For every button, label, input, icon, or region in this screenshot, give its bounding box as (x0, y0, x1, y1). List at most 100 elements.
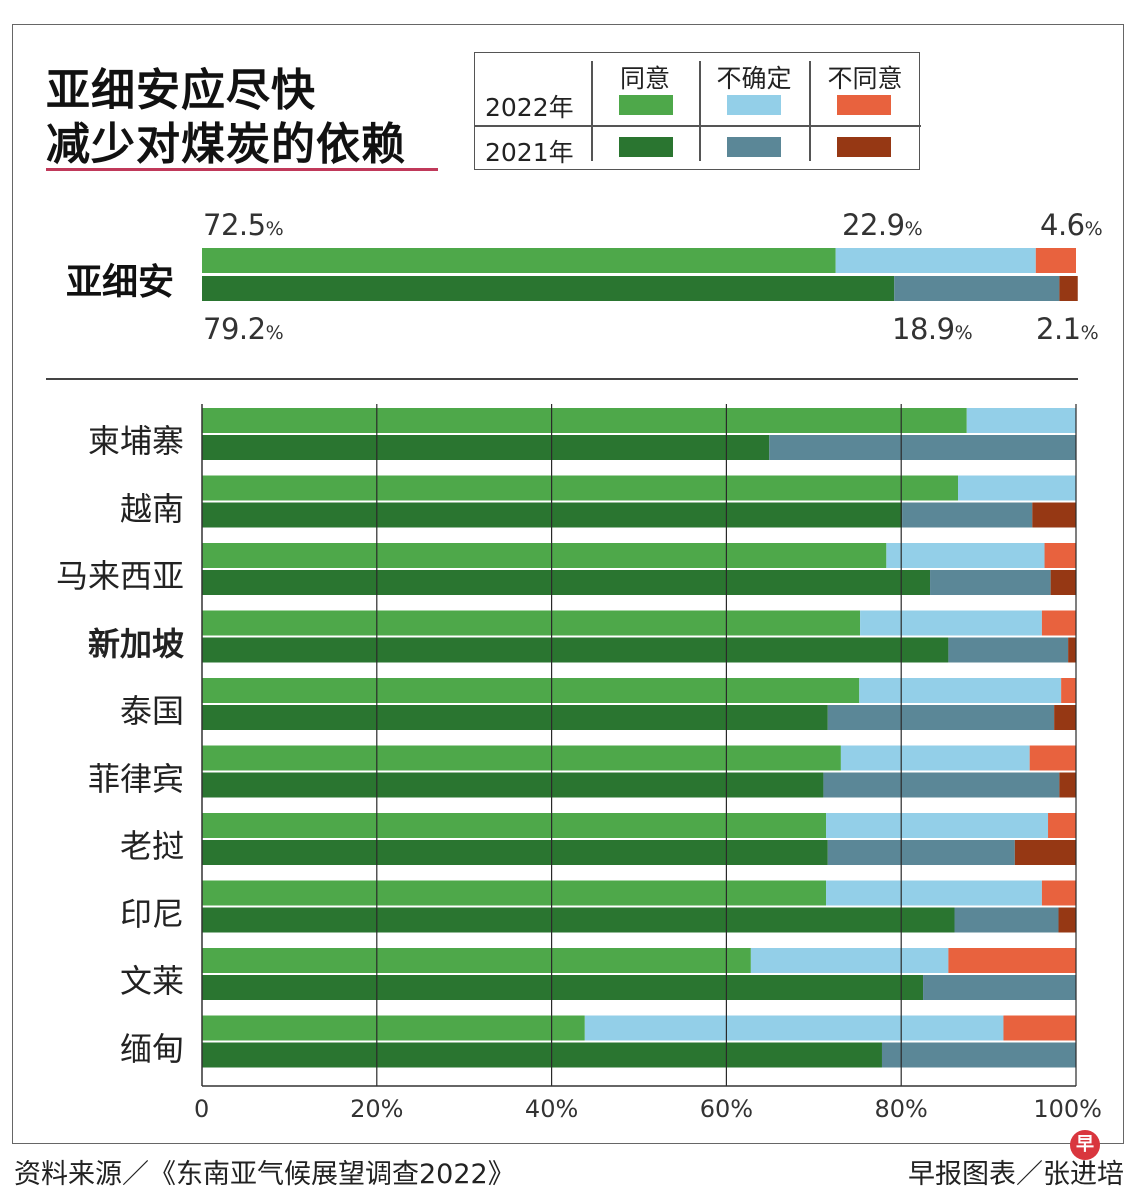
asean-bar-2021-disagree (1059, 276, 1078, 301)
asean-2022-unsure-value: 22.9% (842, 208, 923, 242)
x-tick-label: 40% (525, 1095, 578, 1123)
asean-2022-agree-value: 72.5% (203, 208, 284, 242)
legend-swatch-unsure-2022 (727, 95, 781, 115)
bar-2021-agree (202, 975, 924, 1000)
bar-2022-agree (202, 475, 959, 501)
country-label: 印尼 (119, 894, 184, 933)
country-label: 新加坡 (87, 624, 184, 663)
legend-unsure-label: 不确定 (716, 64, 792, 93)
bar-2022-disagree (1041, 610, 1076, 636)
source-note: 资料来源／《东南亚气候展望调查2022》 (14, 1159, 515, 1190)
country-label: 越南 (119, 489, 184, 528)
bar-2021-disagree (1050, 570, 1076, 595)
x-tick-label: 0 (194, 1095, 209, 1123)
bar-2021-disagree (1054, 705, 1076, 730)
legend-divider (475, 125, 921, 127)
bar-2021-agree (202, 435, 770, 460)
bar-2021-unsure (923, 975, 1076, 1000)
bar-2022-unsure (826, 813, 1049, 838)
bar-2022-disagree (1003, 1015, 1076, 1041)
legend-swatch-disagree-2021 (837, 137, 891, 157)
bar-2021-agree (202, 705, 828, 730)
asean-bar-2022-unsure (835, 248, 1036, 273)
zaobao-logo: 早 (1070, 1130, 1100, 1160)
bar-2022-disagree (1041, 880, 1076, 906)
asean-bar-2022-agree (202, 248, 836, 273)
bar-2021-disagree (1014, 840, 1076, 865)
legend-year-2021: 2021年 (485, 138, 574, 167)
bar-2022-disagree (1048, 813, 1076, 838)
country-label: 泰国 (119, 692, 184, 730)
bar-2021-unsure (881, 1042, 1076, 1068)
bar-2021-agree (202, 840, 828, 865)
bar-2022-disagree (1029, 745, 1076, 771)
bar-2022-disagree (1061, 678, 1076, 703)
legend-divider (809, 61, 811, 161)
legend-swatch-unsure-2021 (727, 137, 781, 157)
section-divider (46, 378, 1078, 380)
bar-2022-unsure (826, 880, 1042, 906)
legend-divider (591, 61, 593, 161)
bar-2021-disagree (1068, 637, 1076, 663)
bar-2021-unsure (769, 435, 1076, 460)
x-tick-label: 100% (1033, 1095, 1102, 1123)
asean-bar-2021-unsure (894, 276, 1060, 301)
chart-title-line1: 亚细安应尽快 (46, 65, 316, 116)
asean-2022-disagree-value: 4.6% (1040, 208, 1103, 242)
bar-2022-disagree (948, 948, 1076, 973)
bar-2021-unsure (827, 705, 1055, 730)
legend-agree-label: 同意 (619, 64, 670, 93)
bar-2021-unsure (902, 502, 1033, 528)
legend-disagree-label: 不同意 (827, 64, 903, 93)
credit-note: 早报图表／张进培 (908, 1159, 1124, 1190)
bar-2022-agree (202, 745, 841, 771)
bar-2022-unsure (966, 408, 1076, 433)
bar-2022-agree (202, 408, 967, 433)
bar-2022-agree (202, 610, 861, 636)
legend-swatch-agree-2021 (619, 137, 673, 157)
bar-2021-disagree (1032, 502, 1076, 528)
x-tick-label: 20% (350, 1095, 403, 1123)
asean-label: 亚细安 (66, 262, 175, 303)
country-label: 菲律宾 (87, 759, 184, 798)
bar-2021-agree (202, 637, 949, 663)
bar-2022-agree (202, 948, 751, 973)
legend-swatch-agree-2022 (619, 95, 673, 115)
bar-2022-unsure (859, 678, 1062, 703)
bar-2022-unsure (840, 745, 1030, 771)
bar-2022-agree (202, 880, 827, 906)
bar-2021-unsure (954, 907, 1059, 933)
asean-bar-2022-disagree (1035, 248, 1076, 273)
legend-year-2022: 2022年 (485, 93, 574, 122)
country-label: 缅甸 (119, 1029, 184, 1068)
bar-2022-unsure (584, 1015, 1004, 1041)
bar-2021-unsure (823, 772, 1060, 798)
bar-2022-agree (202, 678, 860, 703)
bar-2022-unsure (860, 610, 1042, 636)
legend-swatch-disagree-2022 (837, 95, 891, 115)
bar-2021-unsure (827, 840, 1015, 865)
chart-title-line2: 减少对煤炭的依赖 (46, 119, 406, 170)
bar-2022-agree (202, 543, 887, 568)
legend-divider (699, 61, 701, 161)
bar-2022-agree (202, 1015, 585, 1041)
asean-2021-agree-value: 79.2% (203, 312, 284, 346)
bar-2021-agree (202, 570, 931, 595)
x-tick-label: 80% (875, 1095, 928, 1123)
bar-2022-unsure (750, 948, 949, 973)
bar-2021-agree (202, 907, 955, 933)
bar-2021-unsure (948, 637, 1069, 663)
title-underline (46, 168, 438, 171)
bar-2022-unsure (886, 543, 1045, 568)
bar-2021-agree (202, 772, 824, 798)
x-tick-label: 60% (700, 1095, 753, 1123)
chart-frame (12, 24, 1124, 1144)
country-label: 文莱 (119, 962, 184, 1000)
legend: 同意 不确定 不同意 2022年 2021年 (474, 52, 921, 170)
asean-2021-unsure-value: 18.9% (892, 312, 973, 346)
country-label: 马来西亚 (55, 557, 184, 595)
bar-2022-unsure (958, 475, 1076, 501)
bar-2021-disagree (1058, 907, 1076, 933)
bar-2021-unsure (930, 570, 1051, 595)
